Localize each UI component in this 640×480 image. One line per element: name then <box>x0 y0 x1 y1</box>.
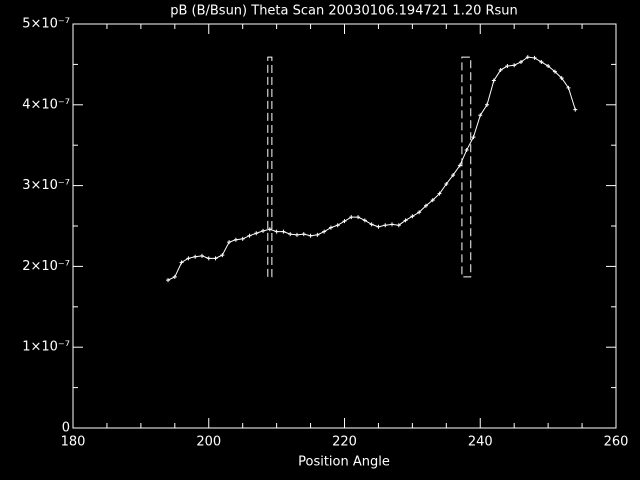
data-point <box>559 76 564 81</box>
data-point <box>294 232 299 237</box>
data-point <box>240 236 245 241</box>
data-point <box>376 224 381 229</box>
data-point <box>328 225 333 230</box>
data-line <box>167 56 576 281</box>
data-point <box>417 210 422 215</box>
data-point <box>261 228 266 233</box>
dashed-region <box>461 56 472 278</box>
x-tick-label: 240 <box>468 435 493 450</box>
data-point <box>512 63 517 68</box>
data-point <box>573 107 578 112</box>
y-tick-label: 0 <box>62 421 70 436</box>
data-point <box>539 59 544 64</box>
data-point <box>186 256 191 261</box>
data-point <box>362 218 367 223</box>
data-point <box>457 163 462 168</box>
chart-title: pB (B/Bsun) Theta Scan 20030106.194721 1… <box>170 4 518 19</box>
data-point <box>220 253 225 258</box>
data-point <box>349 215 354 220</box>
data-point <box>532 55 537 60</box>
data-point <box>437 191 442 196</box>
data-point <box>491 78 496 83</box>
y-tick-label: 3×10⁻⁷ <box>22 178 70 193</box>
data-point <box>315 232 320 237</box>
data-point <box>396 223 401 228</box>
data-point <box>505 64 510 69</box>
data-point <box>518 59 523 64</box>
data-point <box>301 232 306 237</box>
data-point <box>403 218 408 223</box>
data-point <box>451 173 456 178</box>
data-point <box>478 113 483 118</box>
data-point <box>227 240 232 245</box>
data-point <box>390 222 395 227</box>
data-point <box>308 233 313 238</box>
y-tick-label: 4×10⁻⁷ <box>22 97 70 112</box>
data-point <box>356 215 361 220</box>
data-point <box>369 222 374 227</box>
data-point <box>213 256 218 261</box>
data-point <box>267 227 272 232</box>
data-point <box>274 229 279 234</box>
data-point <box>498 68 503 73</box>
data-point <box>566 85 571 90</box>
data-point <box>281 229 286 234</box>
data-point <box>430 198 435 203</box>
data-point <box>193 254 198 259</box>
data-point <box>444 181 449 186</box>
data-point <box>552 69 557 74</box>
data-point <box>247 233 252 238</box>
data-point <box>254 231 259 236</box>
data-point <box>288 232 293 237</box>
data-point <box>199 253 204 258</box>
data-point <box>410 214 415 219</box>
data-point <box>546 64 551 69</box>
x-tick-label: 180 <box>61 435 86 450</box>
data-point <box>179 260 184 265</box>
data-point <box>471 135 476 140</box>
data-point <box>206 256 211 261</box>
x-tick-label: 260 <box>604 435 629 450</box>
data-point <box>233 237 238 242</box>
plot-frame <box>72 23 617 429</box>
y-tick-label: 2×10⁻⁷ <box>22 259 70 274</box>
dashed-region <box>267 56 273 278</box>
data-point <box>464 148 469 153</box>
y-tick-label: 5×10⁻⁷ <box>22 17 70 32</box>
data-point <box>525 55 530 60</box>
x-tick-label: 220 <box>332 435 357 450</box>
data-point <box>322 229 327 234</box>
data-point <box>342 219 347 224</box>
data-point <box>383 223 388 228</box>
data-point <box>172 274 177 279</box>
data-point <box>485 102 490 107</box>
x-axis-label: Position Angle <box>298 455 390 470</box>
data-point <box>423 203 428 208</box>
data-point <box>166 278 171 283</box>
x-tick-label: 200 <box>196 435 221 450</box>
y-tick-label: 1×10⁻⁷ <box>22 340 70 355</box>
data-point <box>335 223 340 228</box>
